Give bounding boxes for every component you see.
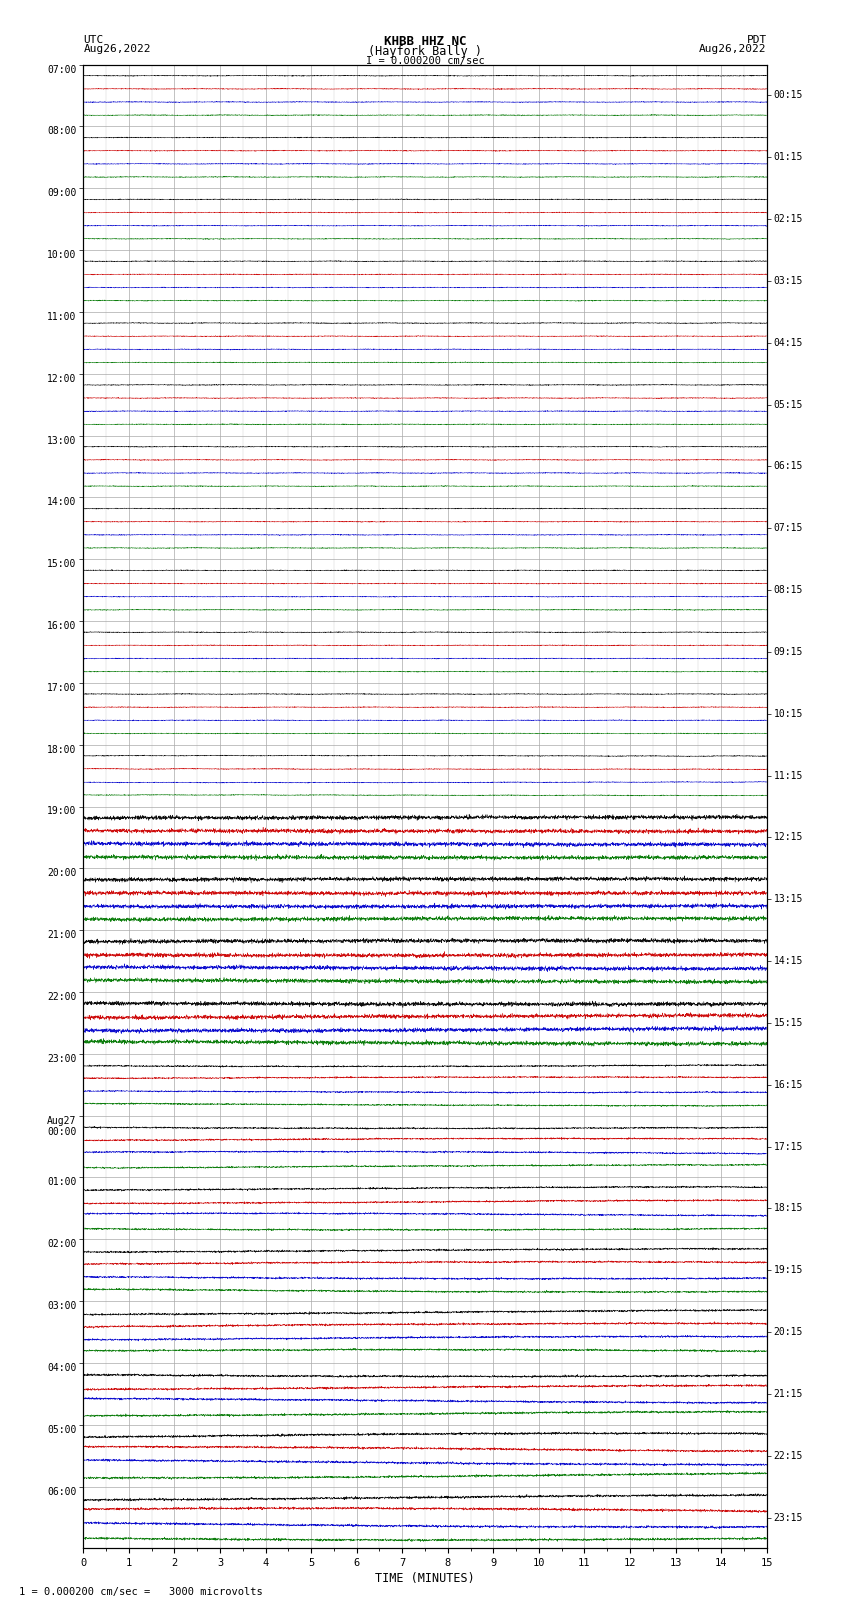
X-axis label: TIME (MINUTES): TIME (MINUTES) — [375, 1573, 475, 1586]
Text: 1 = 0.000200 cm/sec =   3000 microvolts: 1 = 0.000200 cm/sec = 3000 microvolts — [19, 1587, 263, 1597]
Text: Aug26,2022: Aug26,2022 — [83, 44, 150, 55]
Text: (Hayfork Bally ): (Hayfork Bally ) — [368, 45, 482, 58]
Text: I = 0.000200 cm/sec: I = 0.000200 cm/sec — [366, 56, 484, 66]
Text: UTC: UTC — [83, 35, 104, 45]
Text: PDT: PDT — [746, 35, 767, 45]
Text: KHBB HHZ NC: KHBB HHZ NC — [383, 35, 467, 48]
Text: Aug26,2022: Aug26,2022 — [700, 44, 767, 55]
